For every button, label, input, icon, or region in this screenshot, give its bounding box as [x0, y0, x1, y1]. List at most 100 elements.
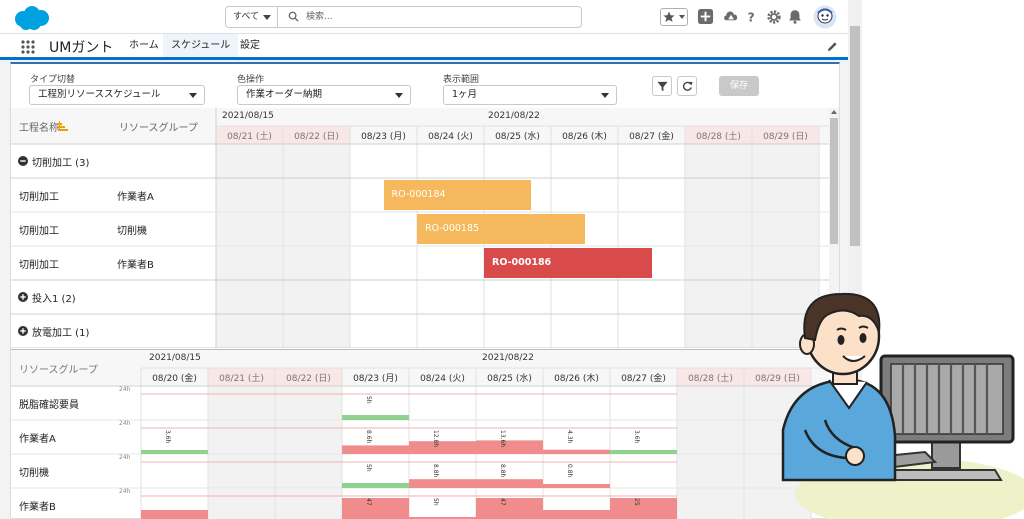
help-icon[interactable]: ? [746, 8, 760, 26]
type-switch-label: タイプ切替 [30, 75, 76, 85]
color-control-select[interactable]: 作業オーダー納期 [237, 85, 411, 105]
display-range-value: 1ヶ月 [452, 89, 478, 100]
resource-name-cell: 作業者B [19, 502, 56, 513]
schedule-card: タイプ切替 工程別リソーススケジュール 色操作 作業オーダー納期 表示範囲 1ヶ… [10, 62, 840, 519]
load-bar [610, 450, 677, 454]
search-scope-label: すべて [233, 12, 260, 22]
user-avatar[interactable] [813, 5, 837, 29]
day-header-label: 08/26 (木) [562, 132, 607, 142]
type-switch-value: 工程別リソーススケジュール [38, 89, 161, 100]
load-bar [543, 510, 610, 519]
refresh-button[interactable] [677, 76, 697, 96]
chevron-down-icon [395, 93, 403, 98]
weekend-column [677, 386, 744, 519]
global-create-icon[interactable] [697, 8, 714, 25]
resource-name-cell: 脱脂確認要員 [19, 400, 79, 411]
day-header-label: 08/25 (水) [495, 132, 540, 142]
collapse-group-icon[interactable] [18, 156, 28, 166]
expand-group-icon[interactable] [18, 326, 28, 336]
gantt-vertical-scrollbar[interactable] [829, 108, 839, 348]
load-value-label: 0.8h [565, 464, 573, 478]
day-header-label: 08/24 (火) [428, 132, 473, 142]
load-value-label: 5h [431, 498, 439, 506]
color-control-label: 色操作 [237, 75, 265, 85]
chevron-down-icon [189, 93, 197, 98]
salesforce-cloud-logo[interactable] [12, 5, 52, 31]
save-button[interactable]: 保存 [719, 76, 759, 96]
load-value-label: 5h [364, 464, 372, 472]
process-name-cell: 切削加工 [19, 260, 59, 271]
day-header-label: 08/23 (月) [361, 132, 406, 142]
load-bar [409, 517, 476, 519]
display-range-select[interactable]: 1ヶ月 [443, 85, 617, 105]
day-header-label: 08/25 (水) [487, 374, 532, 384]
axis-max-label: 24h [119, 386, 131, 393]
tab-home[interactable]: ホーム [121, 34, 167, 60]
column-header-process[interactable]: 工程名称 [19, 123, 59, 134]
histogram-overlay: リソースグループ 2021/08/15 2021/08/22 08/20 (金) 08/… [11, 350, 829, 519]
group-row-label[interactable]: 切削加工 (3) [32, 158, 90, 169]
tab-label: スケジュール [171, 40, 231, 51]
load-value-label: 4.3h [565, 430, 573, 444]
day-header-label: 08/27 (金) [621, 374, 666, 384]
chevron-down-icon [679, 15, 685, 19]
global-header: すべて ? [0, 0, 862, 34]
weekend-column [208, 386, 275, 519]
group-row-label[interactable]: 放電加工 (1) [32, 328, 90, 339]
histogram-grid [11, 350, 829, 519]
setup-gear-icon[interactable] [766, 9, 782, 25]
work-order-bar[interactable]: RO-000184 [383, 180, 531, 210]
tab-label: ホーム [129, 40, 159, 51]
load-value-label: 3.6h [163, 430, 171, 444]
filter-icon [657, 81, 668, 92]
weekend-header-cell [216, 126, 283, 144]
pencil-edit-icon[interactable] [827, 41, 838, 52]
load-bar [409, 441, 476, 454]
load-value-label: 8.8h [431, 464, 439, 478]
week-label: 2021/08/22 [488, 111, 540, 121]
global-search: すべて [225, 6, 582, 28]
trailhead-guidance-icon[interactable] [722, 8, 740, 25]
weekend-column [275, 386, 342, 519]
gantt-overlay: 工程名称 リソースグループ 2021/08/15 2021/08/22 08/21 (土… [11, 108, 829, 348]
day-header-label: 08/21 (土) [227, 132, 272, 142]
load-value-label: 25 [632, 498, 640, 506]
search-scope-select[interactable]: すべて [226, 7, 278, 27]
weekend-header-cell [685, 126, 752, 144]
group-row-label[interactable]: 投入1 (2) [32, 294, 76, 305]
filter-button[interactable] [652, 76, 672, 96]
process-name-cell: 切削加工 [19, 192, 59, 203]
search-input[interactable] [306, 9, 566, 25]
chevron-down-icon [601, 93, 609, 98]
day-header-label: 08/22 (日) [286, 374, 331, 384]
axis-max-label: 24h [119, 420, 131, 427]
color-control-value: 作業オーダー納期 [246, 89, 323, 100]
app-name: UMガント [49, 40, 114, 56]
favorites-button[interactable] [660, 8, 688, 26]
expand-group-icon[interactable] [18, 292, 28, 302]
day-header-label: 08/24 (火) [420, 374, 465, 384]
weekend-header-cell [208, 368, 275, 386]
notifications-bell-icon[interactable] [787, 8, 803, 25]
refresh-icon [682, 81, 693, 91]
chevron-down-icon [263, 15, 271, 20]
day-header-label: 08/29 (日) [763, 132, 808, 142]
load-bar [342, 445, 409, 454]
type-switch-select[interactable]: 工程別リソーススケジュール [29, 85, 205, 105]
day-header-label: 08 [819, 129, 829, 139]
work-order-bar[interactable]: RO-000186 [484, 248, 652, 278]
app-launcher-waffle-icon[interactable] [21, 40, 35, 54]
load-value-label: 8.8h [498, 464, 506, 478]
gantt-scrollbar-thumb[interactable] [830, 118, 838, 244]
load-bar [543, 449, 610, 454]
work-order-bar[interactable]: RO-000185 [417, 214, 585, 244]
day-header-label: 08/21 (土) [219, 374, 264, 384]
tab-settings[interactable]: 設定 [232, 34, 268, 60]
scroll-up-arrow-icon[interactable] [831, 110, 837, 114]
page-scrollbar-thumb[interactable] [850, 26, 860, 246]
tab-schedule[interactable]: スケジュール [163, 34, 239, 60]
load-value-label: 8.6h [364, 430, 372, 444]
sort-ascending-icon[interactable] [58, 121, 68, 131]
resource-group-cell: 切削機 [117, 226, 147, 237]
weekend-header-cell [677, 368, 744, 386]
